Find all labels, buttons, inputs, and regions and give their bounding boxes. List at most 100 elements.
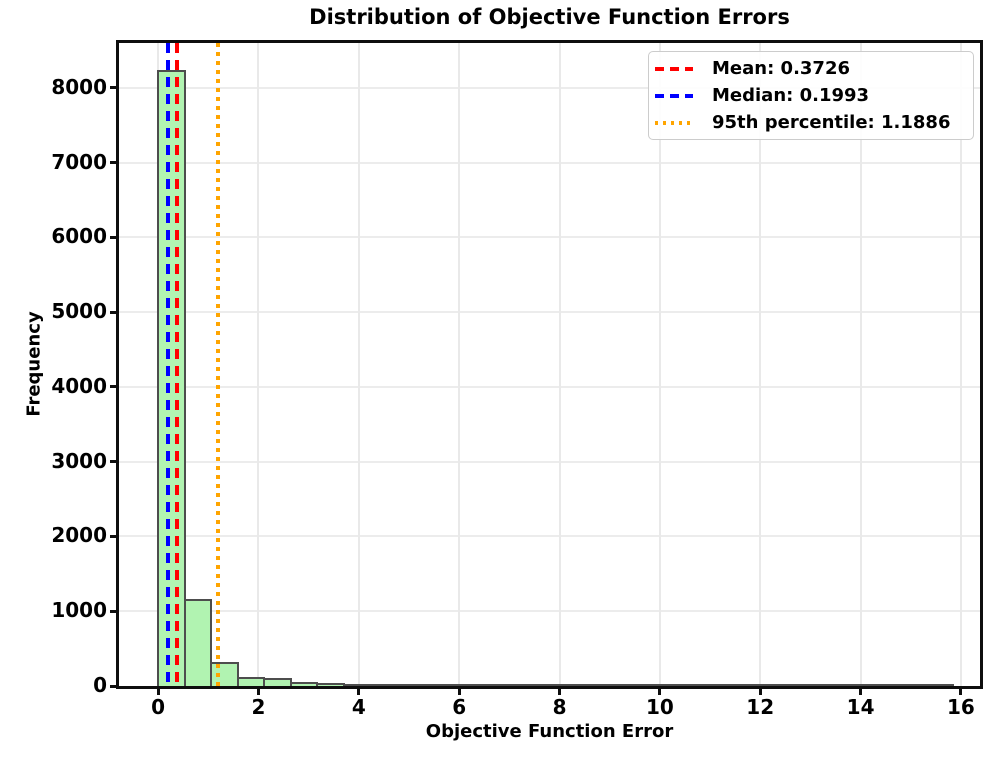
histogram-bar xyxy=(316,683,345,686)
y-tick-label: 3000 xyxy=(51,448,107,473)
grid-line-y xyxy=(119,460,980,463)
x-axis-label: Objective Function Error xyxy=(425,721,674,742)
histogram-bar xyxy=(845,683,875,686)
histogram-bar xyxy=(501,683,531,686)
y-tick-mark xyxy=(110,460,116,464)
x-tick-label: 0 xyxy=(151,695,166,719)
histogram-bar xyxy=(157,70,186,686)
histogram-bar xyxy=(554,683,583,686)
y-tick-mark xyxy=(110,161,116,165)
histogram-bar xyxy=(633,683,663,686)
grid-line-x xyxy=(458,43,461,686)
y-tick-label: 2000 xyxy=(51,523,107,548)
y-tick-label: 8000 xyxy=(51,74,107,99)
grid-line-x xyxy=(558,43,561,686)
grid-line-y xyxy=(119,86,980,89)
mean-line-swatch xyxy=(655,66,693,71)
median-line-swatch xyxy=(655,93,693,98)
x-tick-mark xyxy=(457,689,461,695)
grid-line-y xyxy=(119,385,980,388)
legend-label-p95: 95th percentile: 1.1886 xyxy=(712,112,951,133)
grid-line-y xyxy=(119,610,980,613)
legend-item-mean: Mean: 0.3726 xyxy=(655,55,967,82)
x-tick-label: 4 xyxy=(351,695,366,719)
grid-line-y xyxy=(119,311,980,314)
histogram-bar xyxy=(819,683,848,686)
y-tick-mark xyxy=(110,235,116,239)
x-tick-label: 2 xyxy=(251,695,266,719)
y-tick-label: 6000 xyxy=(51,224,107,249)
grid-line-x xyxy=(759,43,762,686)
chart-title: Distribution of Objective Function Error… xyxy=(309,5,790,29)
plot-area xyxy=(119,43,980,686)
grid-line-x xyxy=(257,43,260,686)
x-tick-label: 16 xyxy=(947,695,975,719)
legend-item-p95: 95th percentile: 1.1886 xyxy=(655,109,967,136)
y-tick-label: 0 xyxy=(93,673,107,697)
histogram-bar xyxy=(263,678,292,686)
y-tick-mark xyxy=(110,86,116,90)
p95-line xyxy=(215,43,220,686)
x-tick-label: 10 xyxy=(645,695,674,719)
legend-label-median: Median: 0.1993 xyxy=(712,85,870,106)
y-axis-label: Frequency xyxy=(23,311,45,417)
x-tick-mark xyxy=(357,689,361,695)
histogram-bar xyxy=(872,683,901,686)
legend-item-median: Median: 0.1993 xyxy=(655,82,967,109)
grid-line-x xyxy=(859,43,862,686)
y-tick-mark xyxy=(110,684,116,688)
histogram-bar xyxy=(792,683,822,686)
x-tick-mark xyxy=(558,689,562,695)
histogram-bar xyxy=(422,683,451,686)
y-tick-label: 5000 xyxy=(51,299,107,324)
histogram-bar xyxy=(925,683,954,686)
y-tick-mark xyxy=(110,310,116,314)
x-tick-mark xyxy=(156,689,160,695)
grid-line-y xyxy=(119,161,980,164)
grid-line-x xyxy=(959,43,962,686)
histogram-bar xyxy=(581,683,610,686)
grid-line-x xyxy=(357,43,360,686)
histogram-bar xyxy=(739,683,769,686)
grid-line-x xyxy=(658,43,661,686)
histogram-bar xyxy=(369,683,398,686)
legend: Mean: 0.3726 Median: 0.1993 95th percent… xyxy=(648,51,974,140)
histogram-bar xyxy=(183,599,213,686)
grid-line-y xyxy=(119,236,980,239)
p95-line-swatch xyxy=(655,120,693,125)
histogram-bar xyxy=(686,683,716,686)
x-tick-mark xyxy=(859,689,863,695)
x-tick-mark xyxy=(959,689,963,695)
x-tick-label: 8 xyxy=(552,695,567,719)
median-line xyxy=(166,43,171,686)
grid-line-y xyxy=(119,535,980,538)
y-tick-label: 4000 xyxy=(51,373,107,398)
histogram-bar xyxy=(528,683,557,686)
x-tick-label: 12 xyxy=(746,695,775,719)
histogram-bar xyxy=(898,683,928,686)
x-tick-mark xyxy=(256,689,260,695)
histogram-bar xyxy=(475,683,504,686)
x-tick-mark xyxy=(758,689,762,695)
y-tick-label: 1000 xyxy=(51,598,107,623)
x-tick-label: 6 xyxy=(452,695,467,719)
histogram-bar xyxy=(448,683,478,686)
y-tick-mark xyxy=(110,385,116,389)
histogram-bar xyxy=(713,683,742,686)
histogram-bar xyxy=(236,676,266,686)
histogram-bar xyxy=(210,662,239,686)
histogram-bar xyxy=(607,683,636,686)
histogram-bar xyxy=(342,683,372,686)
x-tick-label: 14 xyxy=(846,695,875,719)
histogram-bar xyxy=(395,683,425,686)
histogram-bar xyxy=(766,683,795,686)
histogram-bar xyxy=(289,681,319,686)
legend-label-mean: Mean: 0.3726 xyxy=(712,58,851,79)
x-tick-mark xyxy=(658,689,662,695)
histogram-bar xyxy=(660,683,689,686)
y-tick-mark xyxy=(110,534,116,538)
mean-line xyxy=(174,43,179,686)
y-tick-label: 7000 xyxy=(51,149,107,174)
y-tick-mark xyxy=(110,609,116,613)
